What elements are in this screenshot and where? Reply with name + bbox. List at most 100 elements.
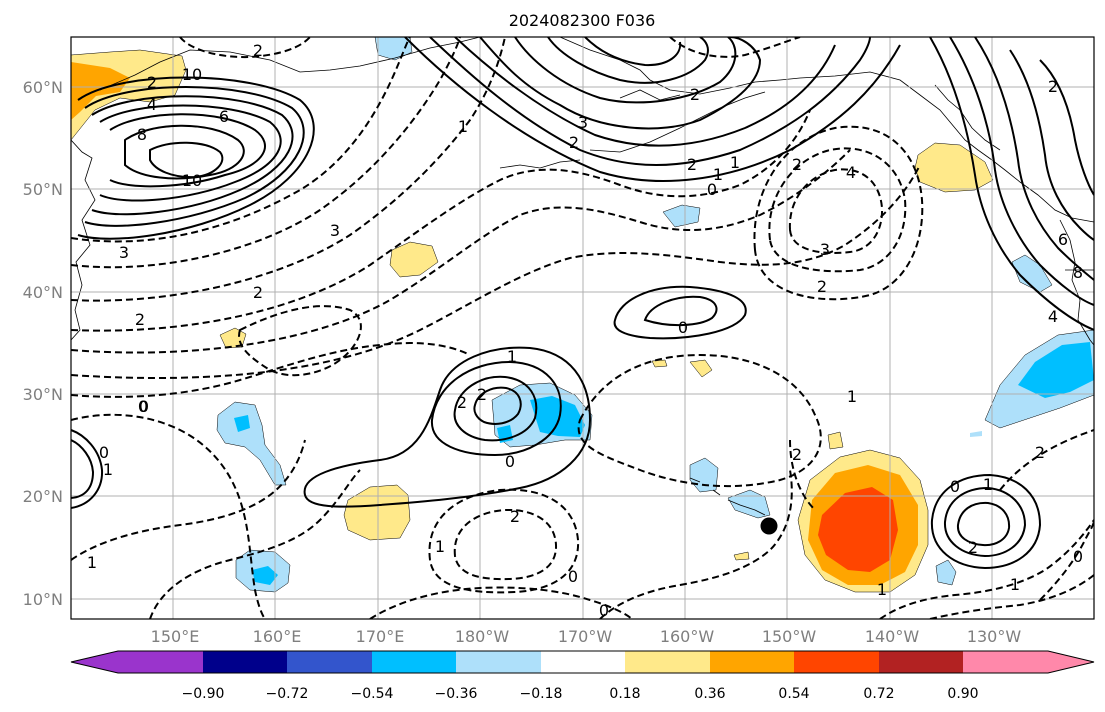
colorbar-segment — [879, 651, 963, 673]
colorbar-segment — [710, 651, 794, 673]
contour-label: 4 — [846, 163, 856, 182]
contour-labels: 10 8 6 4 2 10 3 2 1 2 1 0 0 1 2 2 1 0 6 … — [87, 41, 1083, 619]
contour-label: 8 — [137, 125, 147, 144]
shade-positive-42n — [389, 241, 439, 278]
contour-label: 2 — [792, 155, 802, 174]
shade-positive-small-b — [651, 359, 668, 368]
lon-label: 170°W — [558, 627, 613, 646]
colorbar-segment — [625, 651, 710, 673]
colorbar-tick: −0.18 — [520, 686, 563, 702]
shade-negative-east-12n — [935, 559, 957, 586]
shade-negative-28n-core — [530, 396, 585, 437]
contour-label: 2 — [1035, 443, 1045, 462]
contour-label: 2 — [1048, 77, 1058, 96]
contour-label: 1 — [458, 117, 468, 136]
contour-label: 2 — [135, 310, 145, 329]
lon-label: 150°E — [151, 627, 200, 646]
colorbar-segment — [287, 651, 372, 673]
contour-label: 2 — [457, 393, 467, 412]
contour-label: 0 — [99, 443, 109, 462]
contour-label: 2 — [687, 155, 697, 174]
lon-label: 170°E — [356, 627, 405, 646]
contour-label: 2 — [510, 507, 520, 526]
lat-label: 40°N — [23, 283, 63, 302]
contour-label: 2 — [690, 85, 700, 104]
contour-label: 1 — [847, 387, 857, 406]
shade-negative-12n-core — [252, 566, 278, 585]
contour-label: 0 — [707, 180, 717, 199]
lon-tick-labels: 150°E 160°E 170°E 180°W 170°W 160°W 150°… — [151, 627, 1022, 646]
colorbar-segment — [203, 651, 287, 673]
colorbar-tick: 0.90 — [947, 686, 978, 702]
colorbar-extend-low — [71, 651, 118, 673]
contour-label: 2 — [792, 445, 802, 464]
colorbar-tick: 0.72 — [863, 686, 894, 702]
contour-label: 0 — [568, 567, 578, 586]
colorbar-outline — [70, 650, 1095, 674]
contour-label: 1 — [983, 475, 993, 494]
contour-label: 3 — [119, 243, 129, 262]
contour-label: 1 — [507, 347, 517, 366]
shade-positive-se-max-core — [818, 487, 898, 572]
colorbar-extend-high — [1048, 651, 1094, 673]
contour-label: 3 — [578, 113, 588, 132]
contour-label: 1 — [877, 580, 887, 599]
lat-label: 60°N — [23, 78, 63, 97]
shade-negative-hawaii2 — [727, 489, 771, 519]
colorbar-segment — [963, 651, 1048, 673]
contour-label: 2 — [253, 283, 263, 302]
contour-label: 2 — [569, 133, 579, 152]
contour-label: 0 — [138, 397, 148, 416]
lat-tick-labels: 60°N 50°N 40°N 30°N 20°N 10°N — [23, 78, 63, 609]
colorbar-segment — [541, 651, 625, 673]
lon-label: 140°W — [865, 627, 920, 646]
negative-contours — [71, 37, 1094, 619]
location-marker — [760, 517, 778, 535]
lon-label: 160°W — [660, 627, 715, 646]
contour-label: 1 — [730, 153, 740, 172]
contour-label: 3 — [330, 221, 340, 240]
contour-label: 2 — [968, 538, 978, 557]
contour-label: 2 — [477, 385, 487, 404]
colorbar: −0.90 −0.72 −0.54 −0.36 −0.18 0.18 0.36 … — [70, 650, 1095, 702]
contour-label: 8 — [1073, 263, 1083, 282]
colorbar-tick: −0.72 — [266, 686, 309, 702]
shade-negative-26n-core — [234, 415, 250, 432]
contour-label: 10 — [182, 171, 202, 190]
shade-negative-east-30n-core — [1018, 342, 1094, 398]
figure-title: 2024082300 F036 — [509, 11, 656, 30]
map-panel: 10 8 6 4 2 10 3 2 1 2 1 0 0 1 2 2 1 0 6 … — [71, 37, 1094, 619]
contour-label: 0 — [505, 452, 515, 471]
lat-label: 20°N — [23, 487, 63, 506]
graticule — [71, 37, 1094, 619]
colorbar-tick: −0.36 — [435, 686, 478, 702]
colorbar-tick: −0.54 — [351, 686, 394, 702]
shade-positive-small-c — [827, 431, 844, 450]
contour-label: 1 — [435, 537, 445, 556]
positive-contours — [71, 37, 1094, 570]
contour-label: 1 — [103, 460, 113, 479]
contour-label: 1 — [713, 165, 723, 184]
shade-negative-51n — [662, 204, 701, 228]
colorbar-tick: 0.36 — [694, 686, 725, 702]
shade-positive-gulf-alaska — [914, 142, 994, 193]
contour-label: 6 — [219, 107, 229, 126]
shade-negative-26n — [216, 401, 287, 486]
lon-label: 180°W — [455, 627, 510, 646]
colorbar-tick: 0.54 — [778, 686, 809, 702]
colorbar-tick-labels: −0.90 −0.72 −0.54 −0.36 −0.18 0.18 0.36 … — [182, 686, 979, 702]
contour-label: 6 — [1058, 230, 1068, 249]
lat-label: 30°N — [23, 385, 63, 404]
contour-label: 4 — [1048, 307, 1058, 326]
lat-label: 10°N — [23, 590, 63, 609]
contour-label: 0 — [139, 397, 149, 416]
contour-label: 10 — [182, 65, 202, 84]
contour-label: 2 — [147, 73, 157, 92]
lon-label: 160°E — [253, 627, 302, 646]
lon-label: 130°W — [967, 627, 1022, 646]
colorbar-segment — [794, 651, 879, 673]
contour-label: 1 — [87, 553, 97, 572]
shade-positive-small-d — [733, 551, 750, 561]
contour-label: 2 — [817, 277, 827, 296]
